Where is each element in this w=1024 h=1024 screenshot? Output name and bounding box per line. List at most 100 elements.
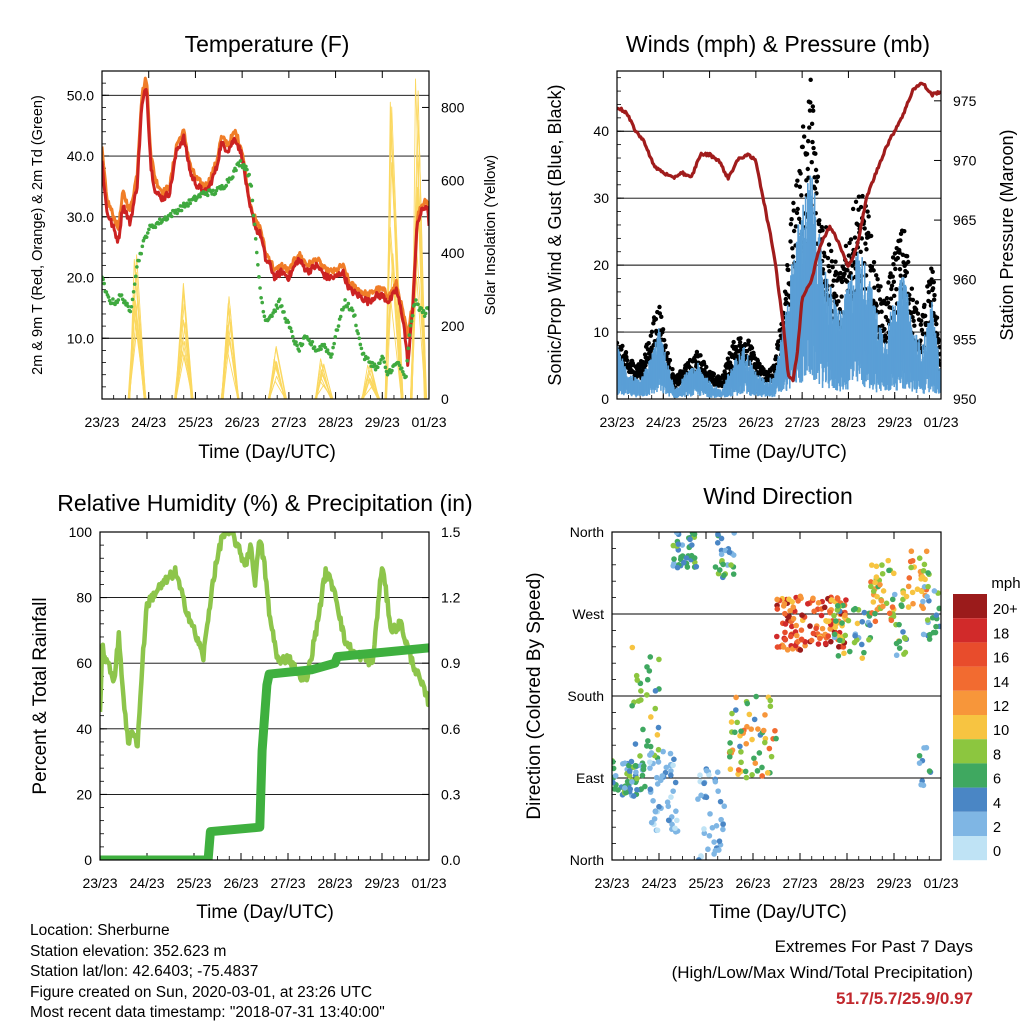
dewpoint-point xyxy=(137,258,141,263)
gust-point xyxy=(911,318,916,323)
gust-point xyxy=(850,263,855,268)
direction-point xyxy=(754,768,761,774)
direction-point xyxy=(789,599,795,605)
direction-point xyxy=(831,631,838,638)
solar-spike xyxy=(314,384,333,399)
dewpoint-point xyxy=(323,345,328,350)
direction-point xyxy=(870,588,877,594)
solar-spike xyxy=(129,295,147,399)
direction-point xyxy=(899,603,905,610)
direction-point xyxy=(633,672,640,679)
gust-point xyxy=(904,270,909,275)
gust-point xyxy=(624,358,630,363)
direction-xtick-label: 23/23 xyxy=(594,875,629,891)
rh-line xyxy=(100,532,429,749)
gust-point xyxy=(670,372,675,377)
gust-point xyxy=(926,289,931,295)
gust-point xyxy=(649,329,655,335)
dewpoint-point xyxy=(310,340,315,344)
direction-point xyxy=(647,765,653,771)
direction-point xyxy=(759,773,765,779)
gust-point xyxy=(825,255,831,261)
direction-point xyxy=(839,620,845,626)
winds-xtick-label: 01/23 xyxy=(923,414,958,430)
dewpoint-point xyxy=(357,336,362,341)
gust-point xyxy=(775,343,781,348)
gust-point xyxy=(897,266,903,272)
dewpoint-point xyxy=(251,213,256,218)
direction-point xyxy=(735,767,742,773)
direction-point xyxy=(703,794,710,801)
gust-point xyxy=(643,363,648,368)
gust-point xyxy=(898,238,903,243)
dewpoint-point xyxy=(259,295,263,300)
direction-point xyxy=(743,740,750,747)
direction-point xyxy=(659,773,666,779)
legend-label: 8 xyxy=(993,747,1001,763)
winds-y2tick-label: 970 xyxy=(953,152,977,168)
gust-point xyxy=(809,160,814,165)
direction-point xyxy=(893,652,900,659)
direction-point xyxy=(721,572,727,579)
direction-point xyxy=(718,551,725,558)
direction-point xyxy=(867,622,873,629)
direction-point xyxy=(889,596,896,603)
gust-point xyxy=(912,323,917,328)
gust-point xyxy=(874,273,879,278)
gust-point xyxy=(893,266,898,272)
direction-xtick-label: 29/23 xyxy=(876,875,911,891)
dewpoint-point xyxy=(234,168,238,173)
temperature-y2tick-label: 800 xyxy=(441,99,465,115)
direction-point xyxy=(883,600,890,607)
gust-point xyxy=(833,259,838,264)
dewpoint-point xyxy=(140,244,145,249)
direction-point xyxy=(673,532,680,536)
legend-title: mph xyxy=(991,575,1020,592)
gust-point xyxy=(863,241,868,246)
direction-point xyxy=(654,774,660,781)
gust-point xyxy=(838,270,843,276)
gust-point xyxy=(938,351,941,356)
dewpoint-point xyxy=(312,345,317,349)
gust-point xyxy=(843,243,849,249)
solar-spike xyxy=(360,368,379,399)
direction-point xyxy=(646,668,653,674)
gust-point xyxy=(922,302,927,308)
direction-point xyxy=(821,604,828,611)
direction-point xyxy=(888,617,895,624)
direction-point xyxy=(655,746,662,753)
direction-point xyxy=(896,645,903,651)
gust-point xyxy=(842,271,847,276)
direction-point xyxy=(926,768,933,774)
dewpoint-point xyxy=(409,319,414,323)
gust-point xyxy=(891,261,896,267)
direction-point xyxy=(811,608,817,615)
direction-point xyxy=(629,702,635,709)
direction-point xyxy=(762,739,768,746)
solar-spike xyxy=(267,361,285,399)
dewpoint-point xyxy=(220,183,224,188)
direction-point xyxy=(711,839,717,845)
dewpoint-point xyxy=(125,301,129,306)
direction-point xyxy=(834,602,841,609)
station-info: Location: Sherburne Station elevation: 3… xyxy=(30,921,385,1024)
gust-point xyxy=(834,293,839,299)
direction-point xyxy=(751,716,758,723)
direction-point xyxy=(885,557,892,564)
direction-point xyxy=(720,561,726,568)
pressure-line xyxy=(617,81,941,383)
gust-point xyxy=(798,171,803,176)
winds-ytick-label: 20 xyxy=(593,257,609,273)
dewpoint-point xyxy=(260,300,265,305)
legend-swatch xyxy=(953,594,987,619)
gust-point xyxy=(670,367,675,372)
direction-point xyxy=(678,554,684,560)
direction-point xyxy=(774,596,780,603)
humidity-xtick-label: 24/23 xyxy=(129,875,164,891)
direction-point xyxy=(891,570,897,577)
temperature-y2tick-label: 0 xyxy=(441,391,449,407)
direction-point xyxy=(707,811,713,817)
gust-point xyxy=(910,297,916,303)
direction-ytick-label: East xyxy=(576,770,604,786)
temperature-y2label: Solar Insolation (Yellow) xyxy=(482,155,499,315)
